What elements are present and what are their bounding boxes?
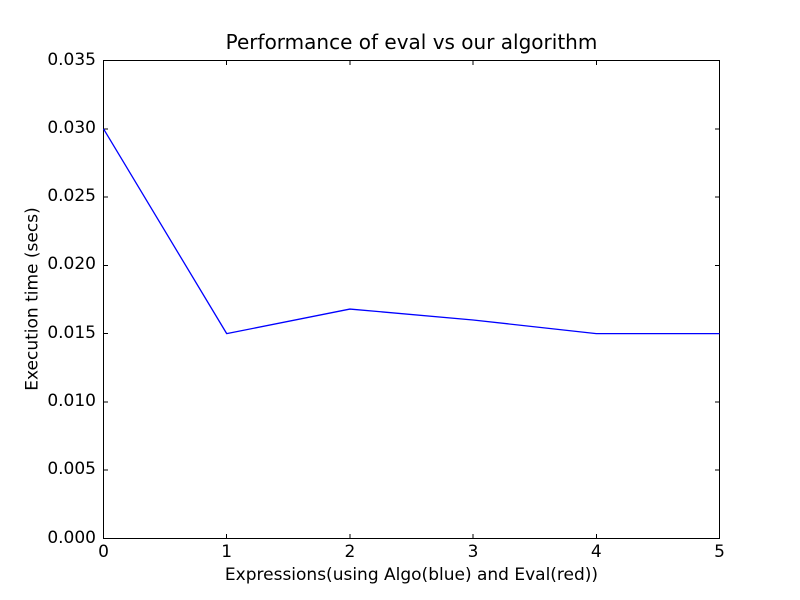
y-tick-label: 0.015: [47, 322, 96, 343]
series-line: [102, 128, 720, 335]
chart-title: Performance of eval vs our algorithm: [225, 30, 598, 54]
x-tick-label: 0: [98, 542, 109, 562]
y-tick-label: 0.030: [47, 117, 96, 138]
y-tick-labels: 0.000 0.005 0.010 0.015 0.020 0.025 0.030 0.035: [0, 0, 96, 600]
x-tick-label: 3: [467, 542, 479, 562]
y-tick-label: 0.000: [47, 527, 96, 548]
x-tick-label: 4: [590, 542, 602, 562]
x-tick-label: 5: [714, 542, 725, 562]
y-tick-label: 0.035: [47, 49, 96, 70]
x-axis-label: Expressions(using Algo(blue) and Eval(re…: [224, 565, 599, 585]
x-tick-label: 1: [221, 542, 233, 562]
x-tick-label: 2: [344, 542, 356, 562]
x-tick-labels: 0 1 2 3 4 5: [0, 543, 800, 565]
y-tick-label: 0.020: [47, 254, 96, 275]
y-tick-label: 0.025: [47, 186, 96, 207]
y-tick-label: 0.010: [47, 391, 96, 412]
y-tick-label: 0.005: [47, 459, 96, 480]
axes-frame: [103, 60, 720, 539]
